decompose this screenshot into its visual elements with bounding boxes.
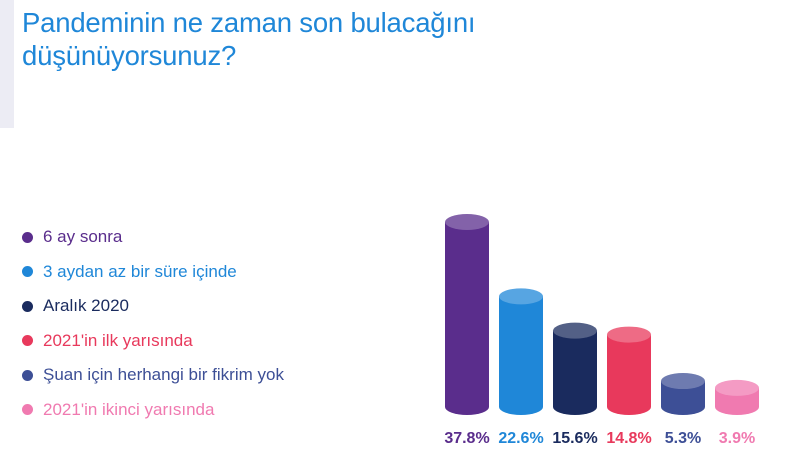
bar (607, 326, 651, 415)
bar-top (445, 214, 489, 230)
bar-body (661, 381, 705, 415)
bar-value-label: 14.8% (606, 430, 651, 447)
bar-body (553, 330, 597, 415)
bar-body (499, 296, 543, 415)
legend-marker (22, 335, 33, 347)
bar (661, 373, 705, 415)
legend-label: 2021'in ilk yarısında (43, 330, 193, 350)
legend-item: 6 ay sonra (22, 220, 284, 255)
bar-value-label: 22.6% (498, 430, 543, 447)
bar-top (499, 288, 543, 305)
legend-item: Aralık 2020 (22, 289, 284, 324)
bar-top (661, 373, 705, 390)
bar (499, 288, 543, 415)
legend-label: 2021'in ikinci yarısında (43, 399, 215, 419)
legend-label: Aralık 2020 (43, 296, 129, 316)
legend-marker (22, 369, 33, 381)
legend-label: 6 ay sonra (43, 227, 123, 247)
bar (715, 379, 759, 415)
legend-item: 2021'in ilk yarısında (22, 324, 284, 359)
bar-value-label: 37.8% (444, 430, 489, 447)
bar-body (445, 222, 489, 415)
legend-item: 2021'in ikinci yarısında (22, 393, 284, 428)
side-accent-bar (0, 0, 14, 128)
chart-legend: 6 ay sonra 3 aydan az bir süre içinde Aral… (22, 220, 284, 427)
legend-label: 3 aydan az bir süre içinde (43, 261, 237, 281)
bar (553, 322, 597, 415)
legend-label: Şuan için herhangi bir fikrim yok (43, 365, 284, 385)
bar-value-label: 3.9% (719, 430, 755, 447)
bar-top (607, 326, 651, 343)
legend-item: 3 aydan az bir süre içinde (22, 255, 284, 290)
page-title: Pandeminin ne zaman son bulacağını düşün… (22, 7, 476, 71)
bar (445, 214, 489, 415)
legend-marker (22, 266, 33, 278)
legend-marker (22, 404, 33, 416)
bar-top (553, 322, 597, 339)
legend-marker (22, 231, 33, 243)
bar-body (607, 334, 651, 415)
legend-item: Şuan için herhangi bir fikrim yok (22, 358, 284, 393)
bar-top (715, 379, 759, 396)
bar-value-label: 15.6% (552, 430, 597, 447)
bar-value-label: 5.3% (665, 430, 701, 447)
legend-marker (22, 300, 33, 312)
